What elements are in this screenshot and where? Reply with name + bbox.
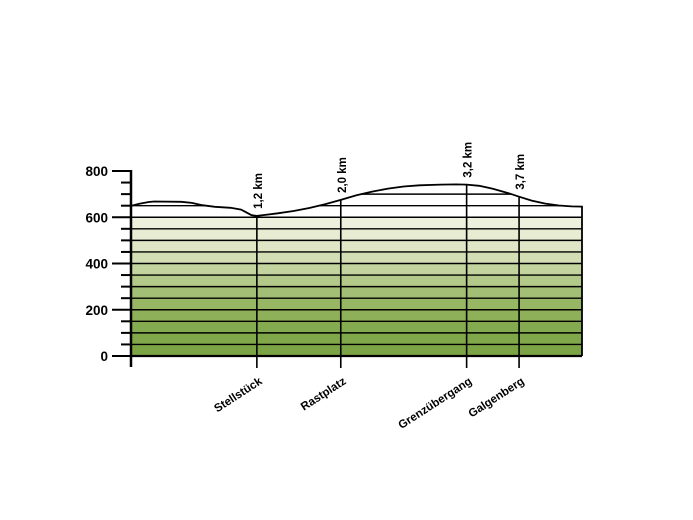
elevation-band <box>131 251 582 264</box>
elevation-area <box>131 193 582 356</box>
elevation-band <box>131 332 582 345</box>
distance-km-label: 3,7 km <box>515 154 527 190</box>
elevation-band <box>131 321 582 333</box>
y-axis-label: 200 <box>85 303 108 318</box>
distance-km-label: 1,2 km <box>253 173 265 209</box>
y-axis-label: 0 <box>100 349 108 364</box>
elevation-curve <box>130 183 583 356</box>
y-axis-label: 600 <box>85 210 108 225</box>
y-axis-label: 400 <box>85 257 108 272</box>
distance-km-label: 2,0 km <box>337 157 349 193</box>
elevation-band <box>131 286 582 299</box>
elevation-band <box>131 228 582 241</box>
elevation-band <box>131 344 582 356</box>
elevation-band <box>131 309 582 322</box>
distance-km-label: 3,2 km <box>463 142 475 178</box>
elevation-band <box>131 263 582 276</box>
elevation-band <box>131 217 582 229</box>
elevation-band <box>131 240 582 252</box>
elevation-band <box>131 298 582 310</box>
elevation-band <box>131 275 582 287</box>
y-axis-label: 800 <box>85 164 108 179</box>
